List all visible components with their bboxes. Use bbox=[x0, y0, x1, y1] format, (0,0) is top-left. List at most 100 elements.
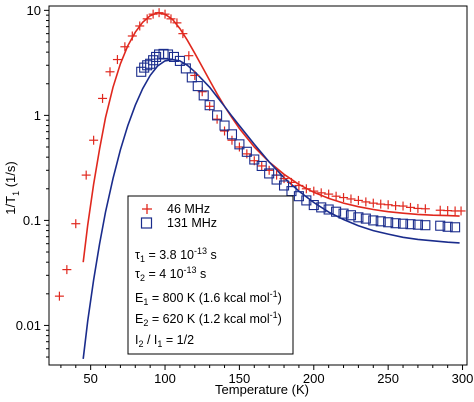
tau1-subscript: 1 bbox=[140, 254, 145, 264]
point-131mhz bbox=[212, 110, 223, 121]
x-tick-label: 250 bbox=[377, 371, 399, 386]
tau2-unit: s bbox=[197, 267, 207, 281]
tau1-exponent: -13 bbox=[194, 246, 207, 256]
e1-close: ) bbox=[278, 291, 282, 305]
point-46mhz bbox=[361, 197, 371, 207]
point-46mhz bbox=[98, 93, 108, 103]
point-46mhz bbox=[81, 170, 91, 180]
point-131mhz bbox=[249, 154, 260, 165]
tau1-unit: s bbox=[207, 248, 217, 262]
tau2-subscript: 2 bbox=[140, 273, 145, 283]
tau1-symbol: τ bbox=[135, 248, 140, 262]
point-131mhz bbox=[162, 49, 174, 60]
point-46mhz bbox=[257, 161, 267, 171]
point-131mhz bbox=[192, 81, 203, 92]
point-131mhz bbox=[139, 62, 150, 73]
tau2-exponent: -13 bbox=[184, 265, 197, 275]
point-131mhz bbox=[278, 180, 290, 191]
tau1-annotation: τ1 = 3.8 10-13 s bbox=[135, 246, 217, 264]
tau2-annotation: τ2 = 4 10-13 s bbox=[135, 265, 206, 283]
point-131mhz bbox=[316, 202, 327, 213]
point-131mhz bbox=[420, 220, 431, 231]
point-131mhz bbox=[450, 222, 461, 233]
point-46mhz bbox=[294, 180, 304, 190]
point-46mhz bbox=[353, 195, 363, 205]
e1-annotation: E1 = 800 K (1.6 kcal mol-1) bbox=[135, 289, 282, 307]
y-tick-label: 0.01 bbox=[16, 318, 41, 333]
legend-entry-131mhz: 131 MHz bbox=[140, 216, 217, 230]
legend-box: 46 MHz 131 MHz τ1 = 3.8 10-13 s τ2 = 4 1… bbox=[127, 195, 294, 355]
e2-value: = 620 K (1.2 kcal mol bbox=[148, 312, 269, 326]
ratio-i2: I bbox=[135, 333, 138, 347]
point-131mhz bbox=[405, 219, 416, 230]
point-131mhz bbox=[383, 217, 394, 228]
point-46mhz bbox=[154, 8, 164, 18]
ratio-mid: / I bbox=[144, 333, 158, 347]
point-46mhz bbox=[89, 135, 99, 145]
point-46mhz bbox=[120, 42, 130, 52]
tau2-symbol: τ bbox=[135, 267, 140, 281]
fit-curves bbox=[82, 11, 460, 359]
point-131mhz bbox=[264, 168, 275, 179]
e2-symbol: E bbox=[135, 312, 143, 326]
point-46mhz bbox=[142, 14, 152, 24]
point-131mhz bbox=[397, 218, 409, 229]
point-46mhz bbox=[112, 55, 122, 65]
e1-symbol: E bbox=[135, 291, 143, 305]
point-46mhz bbox=[398, 201, 408, 211]
point-131mhz bbox=[226, 129, 238, 140]
point-46mhz bbox=[212, 114, 222, 124]
point-131mhz bbox=[151, 51, 162, 62]
point-131mhz bbox=[442, 221, 453, 232]
point-131mhz bbox=[219, 120, 230, 131]
legend-label-46mhz: 46 MHz bbox=[167, 202, 210, 216]
point-131mhz bbox=[180, 63, 191, 74]
y-tick-label: 0.1 bbox=[23, 213, 41, 228]
e1-value: = 800 K (1.6 kcal mol bbox=[148, 291, 269, 305]
point-46mhz bbox=[383, 200, 393, 210]
point-131mhz bbox=[353, 212, 364, 223]
plot-frame bbox=[48, 5, 468, 366]
e1-subscript: 1 bbox=[143, 297, 148, 307]
y-axis-title: 1/T1 (1/s) bbox=[3, 161, 21, 214]
data-markers bbox=[54, 8, 466, 301]
x-tick-label: 200 bbox=[303, 371, 325, 386]
point-131mhz bbox=[241, 146, 252, 157]
x-tick-label: 100 bbox=[154, 371, 176, 386]
point-131mhz bbox=[375, 216, 386, 227]
point-131mhz bbox=[256, 160, 267, 171]
y-tick-label: 1 bbox=[34, 108, 41, 123]
point-131mhz bbox=[345, 210, 357, 221]
point-131mhz bbox=[338, 208, 349, 219]
x-axis-title: Temperature (K) bbox=[215, 382, 309, 397]
point-131mhz bbox=[186, 72, 197, 83]
point-131mhz bbox=[368, 215, 379, 226]
fit-curve-2 bbox=[82, 58, 460, 359]
point-46mhz bbox=[346, 194, 356, 204]
point-46mhz bbox=[376, 199, 386, 209]
x-axis-ticks: 50 100 150 200 250 300 bbox=[60, 365, 474, 386]
point-46mhz bbox=[105, 67, 115, 77]
point-46mhz bbox=[331, 191, 341, 201]
ratio-i1-sub: 1 bbox=[157, 339, 162, 349]
e2-subscript: 2 bbox=[143, 318, 148, 328]
e2-exponent: -1 bbox=[270, 310, 278, 320]
point-131mhz bbox=[323, 204, 334, 215]
point-46mhz bbox=[148, 9, 158, 19]
fit-curve-1 bbox=[82, 11, 460, 263]
ratio-i2-sub: 2 bbox=[138, 339, 143, 349]
tau2-value: = 4 10 bbox=[145, 267, 184, 281]
tau1-value: = 3.8 10 bbox=[145, 248, 194, 262]
x-tick-label: 300 bbox=[452, 371, 474, 386]
y-axis-ticks: 0.01 0.1 1 10 bbox=[16, 3, 49, 358]
e1-exponent: -1 bbox=[270, 289, 278, 299]
point-46mhz bbox=[420, 204, 430, 214]
point-131mhz bbox=[271, 174, 282, 185]
point-131mhz bbox=[435, 220, 446, 231]
point-131mhz bbox=[308, 200, 319, 211]
point-46mhz bbox=[166, 14, 176, 24]
point-46mhz bbox=[62, 265, 72, 275]
x-tick-label: 150 bbox=[229, 371, 251, 386]
ratio-annotation: I2 / I1 = 1/2 bbox=[135, 333, 194, 349]
point-46mhz bbox=[309, 186, 319, 196]
